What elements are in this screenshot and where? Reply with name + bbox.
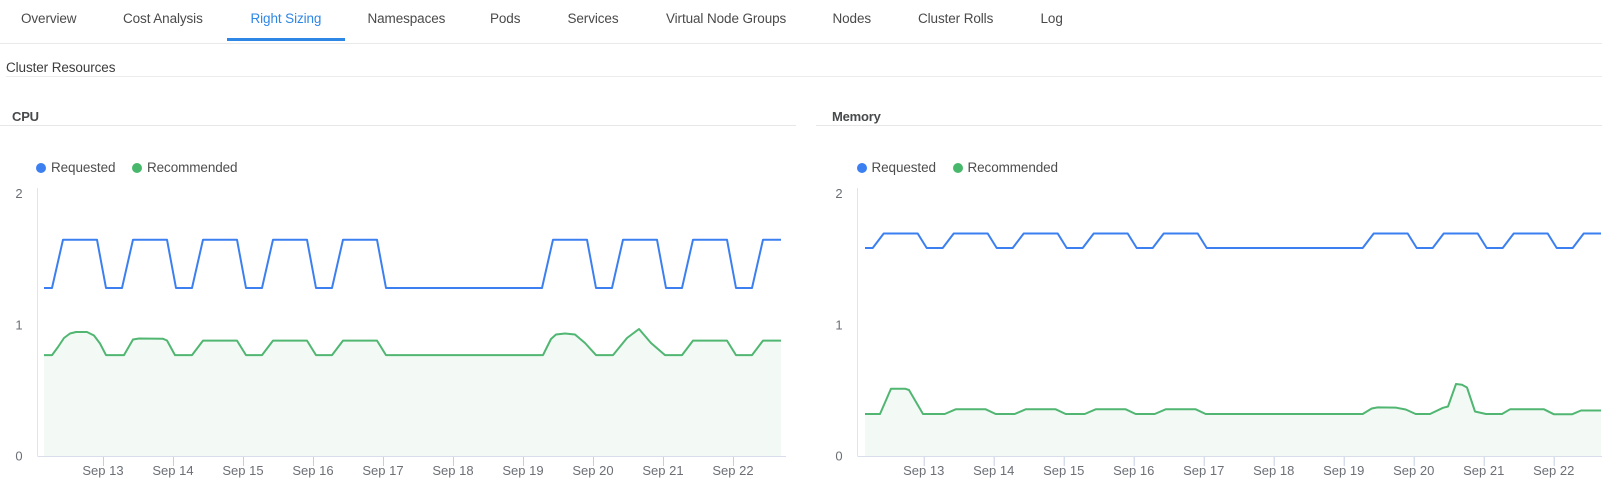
- svg-text:Sep 17: Sep 17: [362, 463, 403, 478]
- svg-text:Sep 22: Sep 22: [1533, 463, 1574, 478]
- svg-text:Sep 19: Sep 19: [1323, 463, 1364, 478]
- svg-text:Sep 17: Sep 17: [1183, 463, 1224, 478]
- svg-text:Sep 21: Sep 21: [642, 463, 683, 478]
- svg-text:Sep 20: Sep 20: [572, 463, 613, 478]
- svg-text:Sep 19: Sep 19: [502, 463, 543, 478]
- svg-text:0: 0: [835, 449, 842, 464]
- svg-text:2: 2: [15, 186, 22, 201]
- svg-text:Sep 21: Sep 21: [1463, 463, 1504, 478]
- svg-text:Sep 20: Sep 20: [1393, 463, 1434, 478]
- svg-text:2: 2: [835, 186, 842, 201]
- svg-text:Sep 18: Sep 18: [432, 463, 473, 478]
- svg-text:Sep 18: Sep 18: [1253, 463, 1294, 478]
- svg-text:Sep 13: Sep 13: [82, 463, 123, 478]
- svg-text:Sep 22: Sep 22: [712, 463, 753, 478]
- svg-text:Sep 14: Sep 14: [152, 463, 193, 478]
- svg-text:Sep 15: Sep 15: [1043, 463, 1084, 478]
- svg-text:Sep 15: Sep 15: [222, 463, 263, 478]
- svg-text:Sep 14: Sep 14: [973, 463, 1014, 478]
- svg-text:Sep 16: Sep 16: [1113, 463, 1154, 478]
- svg-text:Sep 13: Sep 13: [903, 463, 944, 478]
- svg-text:1: 1: [835, 317, 842, 332]
- svg-text:0: 0: [15, 449, 22, 464]
- svg-text:Sep 16: Sep 16: [292, 463, 333, 478]
- svg-text:1: 1: [15, 317, 22, 332]
